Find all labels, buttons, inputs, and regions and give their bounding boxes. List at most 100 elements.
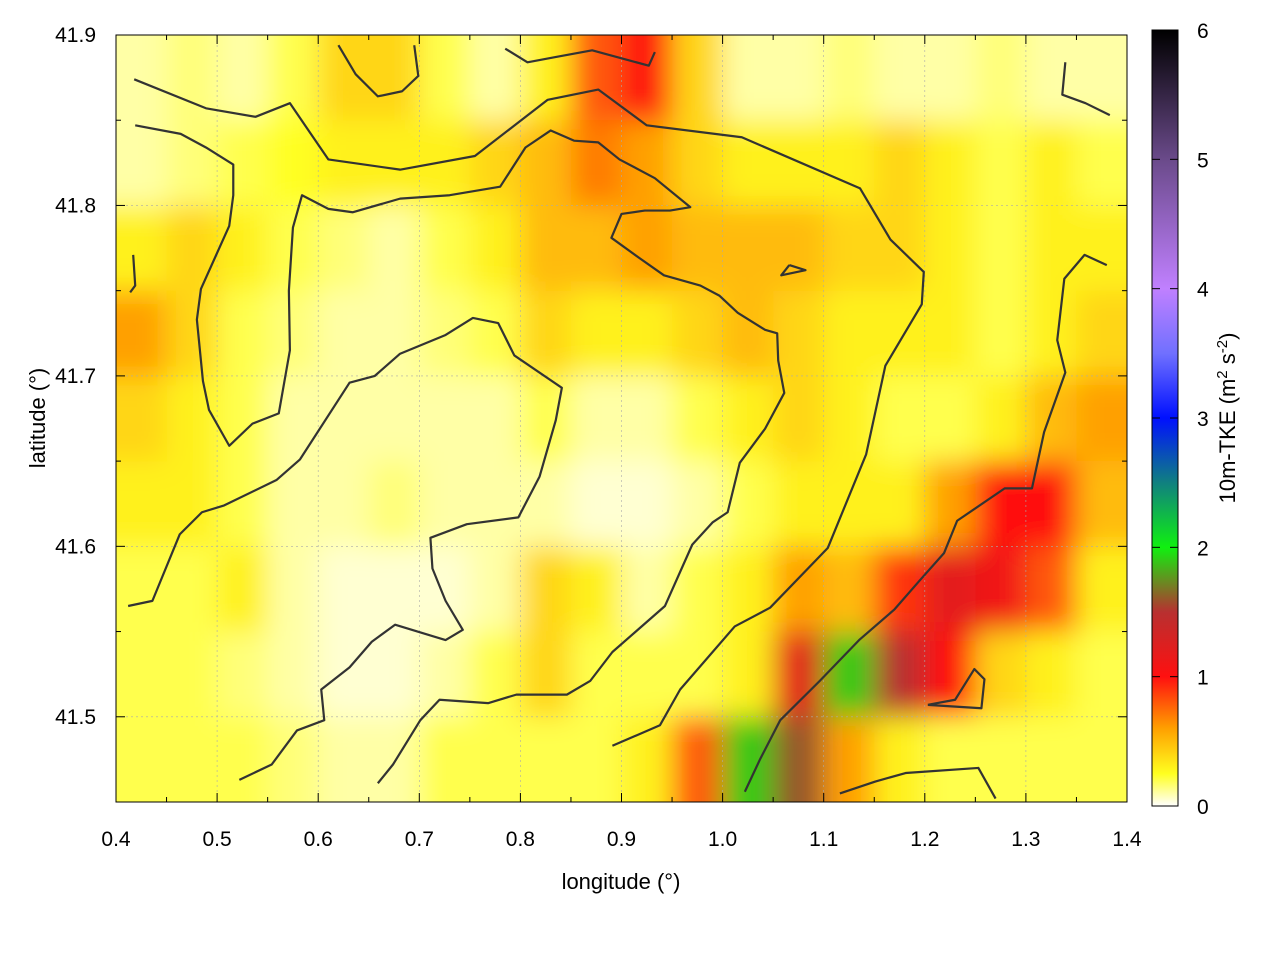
- heatmap-cell: [217, 375, 269, 462]
- heatmap-cell: [722, 290, 774, 377]
- heatmap-cell: [773, 290, 825, 377]
- heatmap-cell: [469, 461, 521, 547]
- x-tick-label: 1.3: [1011, 828, 1040, 851]
- heatmap-cell: [520, 35, 572, 121]
- heatmap-cell: [419, 205, 471, 292]
- heatmap-cell: [570, 290, 622, 377]
- heatmap-cell: [368, 716, 420, 802]
- heatmap-cell: [166, 35, 218, 121]
- heatmap-cell: [217, 35, 269, 121]
- y-tick-label: 41.6: [55, 535, 96, 558]
- x-tick-label: 0.4: [101, 828, 131, 851]
- heatmap-cell: [823, 205, 875, 292]
- heatmap-cell: [874, 546, 926, 633]
- heatmap-cell: [267, 205, 319, 292]
- heatmap-cell: [368, 120, 420, 206]
- heatmap-cell: [823, 461, 875, 547]
- heatmap-cell: [520, 375, 572, 462]
- heatmap-cell: [1076, 461, 1127, 547]
- heatmap-cell: [267, 461, 319, 547]
- heatmap-cell: [469, 290, 521, 377]
- contour-lines: [127, 44, 1111, 800]
- colorbar-tick-label: 3: [1197, 408, 1209, 431]
- heatmap-cell: [874, 35, 926, 121]
- heatmap-cell: [116, 120, 168, 206]
- heatmap-cell: [823, 290, 875, 377]
- heatmap-cell: [520, 546, 572, 633]
- heatmap-cell: [570, 546, 622, 633]
- heatmap-cell: [773, 375, 825, 462]
- heatmap-cell: [1076, 35, 1127, 121]
- heatmap-cell: [166, 546, 218, 633]
- heatmap-cell: [267, 35, 319, 121]
- heatmap-cell: [773, 120, 825, 206]
- heatmap-cell: [520, 205, 572, 292]
- heatmap-cell: [368, 375, 420, 462]
- y-tick-label: 41.9: [55, 24, 96, 47]
- heatmap-cell: [1076, 290, 1127, 377]
- heatmap-cell: [672, 205, 724, 292]
- heatmap-cell: [419, 631, 471, 718]
- contour-line: [743, 253, 1108, 793]
- heatmap-cell: [722, 461, 774, 547]
- heatmap-cell: [924, 120, 976, 206]
- heatmap-cell: [166, 716, 218, 802]
- contour-line: [927, 667, 986, 710]
- heatmap-cell: [621, 375, 673, 462]
- heatmap-cell: [469, 546, 521, 633]
- heatmap-cell: [1076, 716, 1127, 802]
- heatmap-cell: [419, 35, 471, 121]
- heatmap-cell: [116, 290, 168, 377]
- colorbar-tick-label: 4: [1197, 279, 1209, 302]
- heatmap-cell: [166, 205, 218, 292]
- heatmap-cell: [469, 631, 521, 718]
- heatmap-cell: [318, 35, 370, 121]
- heatmap-area: [116, 35, 1127, 802]
- heatmap-cell: [419, 461, 471, 547]
- x-tick-label: 0.8: [506, 828, 535, 851]
- heatmap-cell: [722, 716, 774, 802]
- heatmap-cell: [116, 461, 168, 547]
- heatmap-cell: [1025, 546, 1077, 633]
- contour-line: [135, 124, 786, 784]
- heatmap-cells: [116, 35, 1127, 802]
- heatmap-cell: [672, 35, 724, 121]
- colorbar-tick-label: 1: [1197, 667, 1209, 690]
- heatmap-cell: [975, 35, 1027, 121]
- heatmap-cell: [975, 120, 1027, 206]
- heatmap-cell: [318, 546, 370, 633]
- heatmap-cell: [975, 290, 1027, 377]
- heatmap-cell: [570, 120, 622, 206]
- heatmap-cell: [419, 546, 471, 633]
- heatmap-cell: [469, 375, 521, 462]
- heatmap-cell: [672, 716, 724, 802]
- heatmap-cell: [975, 205, 1027, 292]
- heatmap-cell: [116, 35, 168, 121]
- heatmap-cell: [722, 375, 774, 462]
- heatmap-cell: [924, 375, 976, 462]
- heatmap-cell: [419, 375, 471, 462]
- heatmap-cell: [924, 716, 976, 802]
- heatmap-cell: [116, 631, 168, 718]
- heatmap-cell: [672, 631, 724, 718]
- heatmap-cell: [570, 205, 622, 292]
- heatmap-cell: [520, 716, 572, 802]
- heatmap-cell: [318, 631, 370, 718]
- y-axis: 41.5 41.6 41.7 41.8 41.9: [55, 24, 1127, 803]
- heatmap-cell: [570, 35, 622, 121]
- heatmap-cell: [116, 375, 168, 462]
- heatmap-cell: [874, 375, 926, 462]
- heatmap-cell: [1025, 290, 1077, 377]
- heatmap-cell: [570, 375, 622, 462]
- heatmap-cell: [419, 120, 471, 206]
- heatmap-cell: [621, 546, 673, 633]
- heatmap-cell: [1076, 120, 1127, 206]
- x-tick-label: 0.6: [304, 828, 333, 851]
- heatmap-cell: [469, 716, 521, 802]
- heatmap-cell: [570, 461, 622, 547]
- heatmap-cell: [419, 716, 471, 802]
- heatmap-cell: [975, 716, 1027, 802]
- heatmap-cell: [924, 461, 976, 547]
- heatmap-cell: [621, 461, 673, 547]
